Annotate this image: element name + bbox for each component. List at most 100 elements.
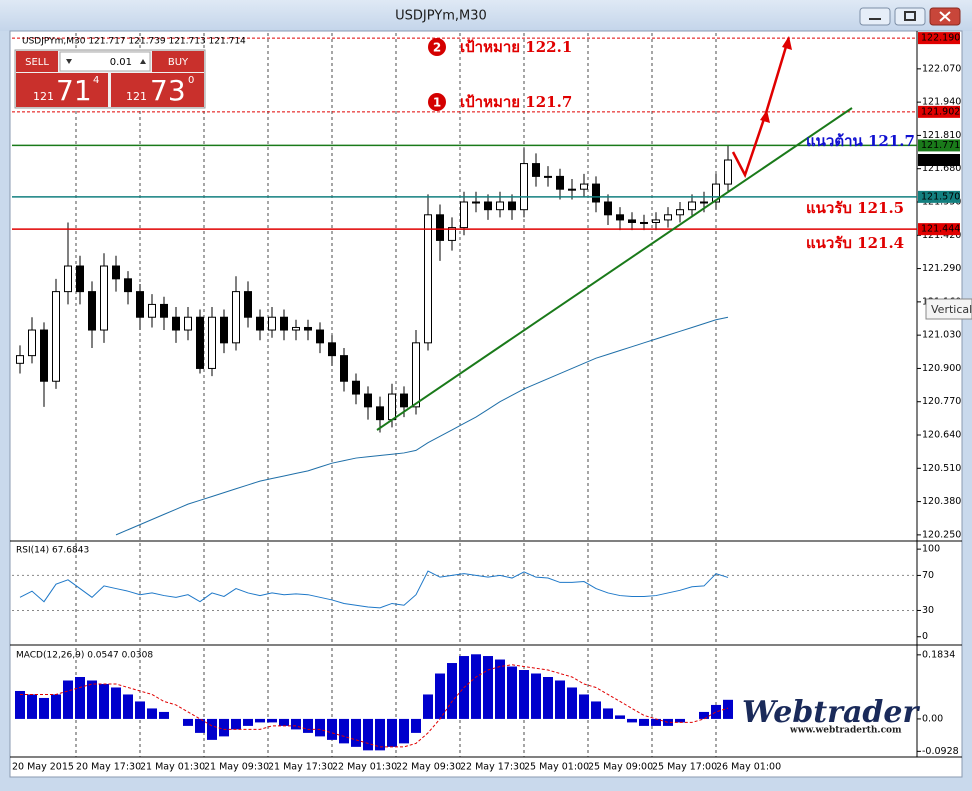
x-tick-label: 22 May 09:30 <box>396 762 461 773</box>
macd-bar <box>555 680 565 719</box>
candle-body <box>124 278 132 293</box>
macd-bar <box>375 718 385 751</box>
level-label: 121.444 <box>921 224 960 235</box>
y-tick-label: 121.290 <box>922 263 961 274</box>
candle-body <box>436 214 444 241</box>
candle-body <box>172 316 180 331</box>
sell-price-box[interactable] <box>16 73 108 107</box>
macd-bar <box>723 699 733 719</box>
buy-button[interactable] <box>152 51 204 72</box>
macd-bar <box>603 708 613 719</box>
resistance-label: แนวต้าน 121.7 <box>806 132 915 150</box>
candle-body <box>700 201 708 204</box>
minimize-button[interactable] <box>859 7 891 26</box>
macd-bar <box>51 694 61 719</box>
lot-field[interactable] <box>59 51 151 72</box>
macd-bar <box>531 673 541 719</box>
y-tick-label: 0.1834 <box>922 649 955 660</box>
candle-body <box>676 209 684 216</box>
sell-price-sup: 4 <box>93 75 99 86</box>
candle-body <box>724 159 732 185</box>
x-tick-label: 25 May 09:00 <box>588 762 653 773</box>
macd-bar <box>363 718 373 751</box>
trade-panel: SELL 0.01 BUY 121 71 4 121 73 0 <box>14 49 206 109</box>
candle-body <box>280 316 288 331</box>
lot-value: 0.01 <box>110 57 132 68</box>
candle-body <box>340 355 348 382</box>
macd-bar <box>567 687 577 719</box>
tooltip <box>925 298 972 320</box>
x-tick-label: 20 May 2015 <box>12 762 74 773</box>
y-tick-label: 121.940 <box>922 97 961 108</box>
macd-bar <box>435 673 445 719</box>
x-tick-label: 21 May 09:30 <box>204 762 269 773</box>
y-tick-label: 121.420 <box>922 230 961 241</box>
y-tick-label: 121.030 <box>922 330 961 341</box>
y-tick-label: 30 <box>922 605 934 616</box>
candle-body <box>712 183 720 203</box>
candle-body <box>448 227 456 241</box>
macd-bar <box>339 718 349 744</box>
candle-body <box>220 316 228 344</box>
y-tick-label: 0.00 <box>922 713 943 724</box>
candle-body <box>52 291 60 382</box>
candle-body <box>148 303 156 318</box>
candle-body <box>496 201 504 211</box>
x-tick-label: 26 May 01:00 <box>716 762 781 773</box>
macd-bar <box>255 718 265 723</box>
candle-body <box>244 291 252 318</box>
macd-bar <box>711 704 721 719</box>
y-tick-label: 121.680 <box>922 163 961 174</box>
candle-body <box>604 201 612 216</box>
candle-body <box>568 188 576 191</box>
y-tick-label: 120.900 <box>922 363 961 374</box>
macd-bar <box>483 656 493 719</box>
window-buttons[interactable] <box>859 7 961 26</box>
icon <box>939 11 951 22</box>
macd-bar <box>15 690 25 719</box>
moving-average <box>115 316 729 536</box>
macd-bar <box>327 718 337 740</box>
sell-button[interactable] <box>16 51 58 72</box>
buy-price-box[interactable] <box>111 73 204 107</box>
macd-bar <box>507 666 517 719</box>
y-tick-label: 122.070 <box>922 63 961 74</box>
candle-body <box>328 342 336 357</box>
macd-bar <box>495 659 505 719</box>
level-label: 122.190 <box>921 33 960 44</box>
macd-bar <box>27 694 37 719</box>
y-tick-label: 120.250 <box>922 529 961 540</box>
macd-bar <box>123 694 133 719</box>
icon <box>904 11 916 21</box>
macd-bar <box>627 718 637 723</box>
candle-body <box>508 201 516 211</box>
candle-body <box>592 183 600 203</box>
maximize-button[interactable] <box>894 7 926 26</box>
chart-area <box>9 30 963 778</box>
candle-body <box>256 316 264 331</box>
support-label: แนวรับ 121.4 <box>806 234 904 252</box>
logo-name: Webtrader <box>742 695 920 730</box>
candle-body <box>184 316 192 331</box>
macd-bar <box>147 708 157 719</box>
candle-body <box>640 221 648 224</box>
candle-body <box>664 214 672 221</box>
level-label-box <box>918 105 960 118</box>
candle-body <box>388 393 396 421</box>
level-label-box <box>918 139 960 152</box>
macd-bar <box>471 654 481 719</box>
lot-down[interactable] <box>66 59 72 64</box>
candle-body <box>136 291 144 318</box>
candle-body <box>688 201 696 211</box>
target-badge <box>428 38 446 56</box>
candle-body <box>412 342 420 408</box>
y-tick-label: 0 <box>922 631 928 642</box>
macd-bar <box>87 680 97 719</box>
lot-up[interactable] <box>140 59 146 64</box>
candle-body <box>580 183 588 190</box>
candle-body <box>484 201 492 211</box>
macd-bar <box>303 718 313 733</box>
candle-body <box>28 329 36 357</box>
buy-label: BUY <box>168 57 189 68</box>
macd-bar <box>63 680 73 719</box>
